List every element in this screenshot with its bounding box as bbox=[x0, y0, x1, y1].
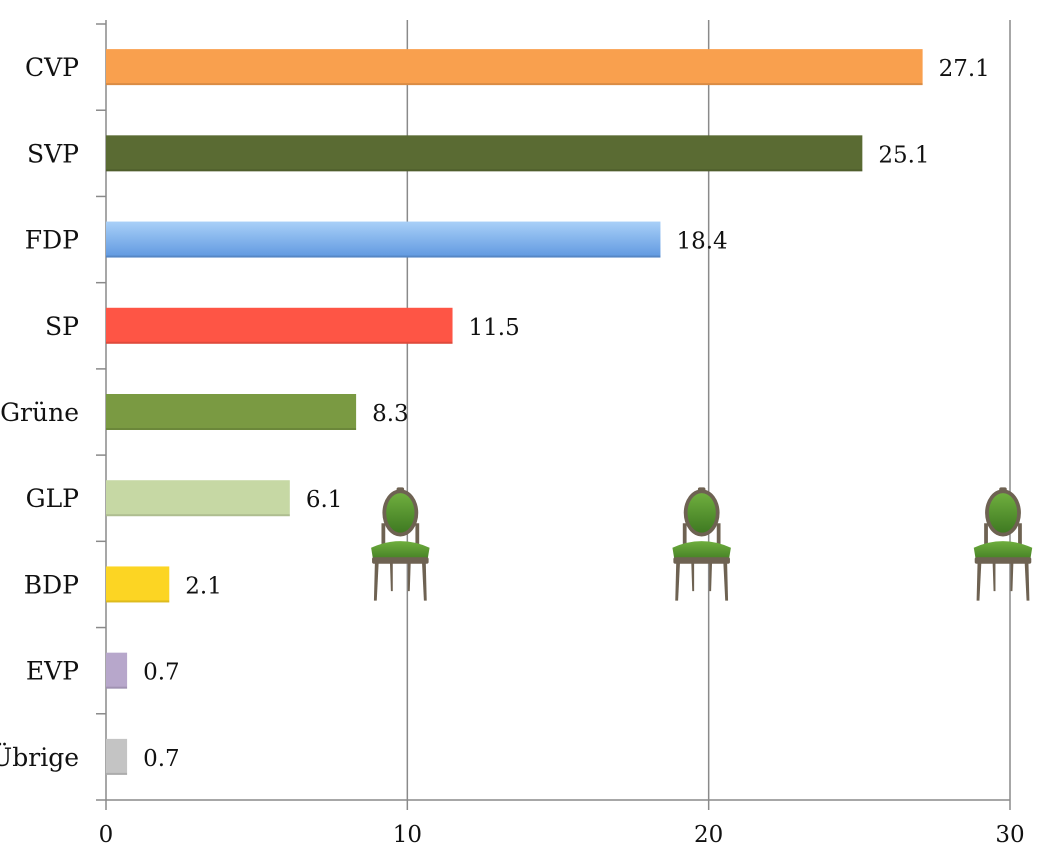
bar-shadow bbox=[106, 83, 923, 86]
bar-fdp bbox=[106, 221, 661, 258]
chair-decorations bbox=[371, 487, 1033, 601]
bar-shadow bbox=[106, 255, 661, 258]
bar-evp bbox=[106, 652, 128, 689]
category-label-svp: SVP bbox=[27, 139, 79, 168]
value-label-svp: 25.1 bbox=[878, 142, 929, 168]
bar-shadow bbox=[106, 169, 863, 172]
x-tick-label-20: 20 bbox=[694, 822, 723, 848]
category-label-grüne: Grüne bbox=[0, 398, 79, 427]
value-label-glp: 6.1 bbox=[306, 487, 343, 513]
x-tick-label-0: 0 bbox=[99, 822, 114, 848]
category-label-cvp: CVP bbox=[25, 53, 79, 82]
value-label-fdp: 18.4 bbox=[676, 229, 727, 255]
bar-cvp bbox=[106, 49, 923, 86]
category-label-fdp: FDP bbox=[25, 226, 79, 255]
bar-shadow bbox=[106, 772, 128, 775]
bar-shadow bbox=[106, 341, 453, 344]
x-tick-label-10: 10 bbox=[393, 822, 422, 848]
bar-svp bbox=[106, 135, 863, 172]
category-label-übrige: Übrige bbox=[0, 743, 79, 772]
green-chair-icon bbox=[672, 487, 731, 601]
bar-sp bbox=[106, 307, 453, 344]
value-label-grüne: 8.3 bbox=[372, 401, 409, 427]
bar-übrige bbox=[106, 738, 128, 775]
value-label-übrige: 0.7 bbox=[143, 746, 180, 772]
bar-shadow bbox=[106, 428, 357, 430]
bar-shadow bbox=[106, 600, 170, 603]
bars bbox=[106, 49, 923, 775]
bar-shadow bbox=[106, 686, 128, 689]
value-label-bdp: 2.1 bbox=[185, 573, 222, 599]
category-label-sp: SP bbox=[45, 312, 79, 341]
x-tick-label-30: 30 bbox=[995, 822, 1024, 848]
bar-grüne bbox=[106, 394, 357, 430]
category-label-glp: GLP bbox=[26, 484, 79, 513]
value-label-sp: 11.5 bbox=[469, 315, 520, 341]
value-label-evp: 0.7 bbox=[143, 660, 180, 686]
green-chair-icon bbox=[973, 487, 1033, 601]
bar-shadow bbox=[106, 514, 290, 517]
labels: 0 10 20 30 CVP 27.1 SVP 25.1 FDP 18.4 SP 11.5 Grüne 8… bbox=[0, 53, 1025, 848]
category-label-bdp: BDP bbox=[24, 570, 79, 599]
bar-glp bbox=[106, 480, 290, 517]
value-label-cvp: 27.1 bbox=[939, 56, 990, 82]
bar-bdp bbox=[106, 566, 170, 603]
category-label-evp: EVP bbox=[26, 657, 79, 686]
green-chair-icon bbox=[371, 487, 430, 601]
